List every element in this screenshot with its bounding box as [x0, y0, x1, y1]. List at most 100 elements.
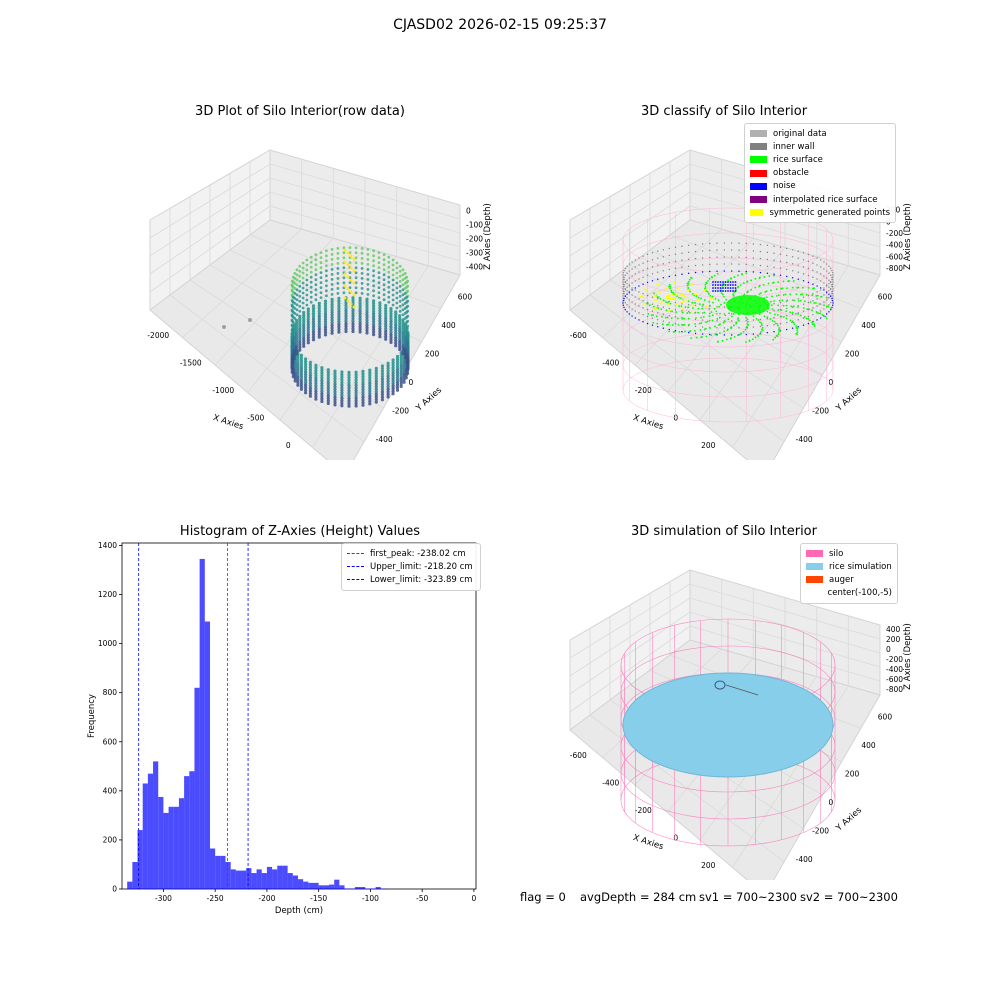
wall-point: [802, 317, 805, 319]
data-point: [333, 369, 337, 373]
wall-point: [823, 308, 825, 310]
rice-point: [777, 304, 779, 307]
data-point: [330, 268, 334, 271]
data-point: [399, 379, 403, 383]
data-point: [314, 376, 318, 380]
wall-point: [766, 265, 769, 268]
data-point: [337, 325, 341, 329]
legend-label: symmetric generated points: [769, 207, 890, 218]
data-point: [394, 336, 398, 340]
rice-point: [714, 297, 717, 300]
data-point: [308, 366, 312, 370]
noise-point: [732, 281, 734, 283]
wall-point: [701, 250, 704, 252]
rice-point: [746, 323, 749, 325]
wall-point: [642, 262, 644, 264]
data-point: [306, 330, 310, 334]
rice-point: [781, 299, 784, 302]
data-point: [398, 334, 402, 339]
wall-point: [651, 252, 654, 254]
wall-point: [802, 303, 805, 305]
wall-point: [830, 281, 832, 284]
data-point: [401, 303, 405, 307]
data-point: [401, 346, 405, 350]
data-point: [360, 262, 364, 265]
data-point: [293, 287, 297, 290]
data-point: [295, 352, 299, 356]
wall-point: [807, 281, 810, 284]
data-point: [361, 385, 365, 389]
wall-point: [820, 287, 822, 289]
x-tick-label: -150: [310, 894, 327, 903]
rice-point: [744, 328, 747, 331]
data-point: [401, 326, 405, 330]
data-point: [380, 372, 384, 376]
data-point: [391, 392, 395, 396]
histogram-bar: [297, 879, 304, 889]
rice-point: [759, 333, 761, 335]
data-point: [398, 347, 402, 352]
data-point: [399, 374, 403, 378]
data-point: [302, 336, 306, 341]
histogram-bar: [199, 558, 205, 889]
data-point: [372, 312, 376, 316]
rice-simulation-surface: [622, 672, 834, 778]
data-point: [398, 329, 402, 333]
rice-point: [777, 324, 779, 327]
rice-point: [775, 294, 778, 297]
x-tick-label: -500: [247, 413, 264, 422]
data-point: [344, 306, 348, 310]
wall-point: [631, 268, 633, 270]
legend-entry: symmetric generated points: [750, 206, 890, 219]
rice-point: [768, 275, 771, 277]
wall-point: [828, 279, 830, 281]
noise-point: [722, 281, 724, 283]
data-point: [368, 371, 372, 375]
noise-point: [734, 284, 737, 286]
data-point: [314, 381, 318, 386]
rice-point: [666, 323, 668, 326]
wall-point: [651, 310, 654, 312]
data-point: [293, 312, 297, 315]
wall-point: [646, 322, 649, 325]
data-point: [403, 348, 408, 352]
y-axis-label: Y Axies: [834, 805, 865, 834]
data-point: [382, 298, 386, 302]
z-tick-label: -600: [886, 252, 903, 261]
noise-point: [724, 284, 727, 286]
data-point: [358, 309, 362, 313]
y-tick-label: -400: [796, 855, 813, 864]
rice-point: [765, 290, 768, 293]
wall-point: [701, 319, 704, 321]
rice-point: [694, 323, 696, 325]
rice-point: [746, 326, 748, 328]
data-point: [302, 334, 306, 338]
wall-point: [730, 320, 733, 322]
rice-point: [778, 294, 780, 297]
wall-point: [786, 314, 788, 317]
data-point: [384, 337, 388, 341]
data-point: [330, 308, 334, 312]
data-point: [366, 293, 370, 296]
noise-point: [712, 284, 714, 286]
wall-point: [791, 306, 794, 308]
wall-point: [694, 325, 697, 328]
rice-point: [671, 324, 674, 326]
data-point: [323, 312, 328, 316]
histogram-legend: first_peak: -238.02 cm Upper_limit: -218.…: [341, 543, 481, 591]
data-point: [330, 258, 334, 261]
rice-point: [772, 338, 775, 341]
data-point: [387, 275, 391, 279]
data-point: [342, 256, 346, 260]
rice-point: [807, 317, 810, 320]
data-point: [395, 383, 400, 387]
wall-point: [828, 297, 830, 299]
data-point: [391, 376, 395, 380]
data-point: [340, 375, 344, 379]
data-point: [354, 261, 358, 265]
data-point: [306, 315, 310, 319]
y-axis-label: Frequency: [87, 694, 97, 738]
rice-point: [737, 317, 739, 320]
data-point: [302, 310, 306, 315]
data-point: [326, 378, 330, 382]
